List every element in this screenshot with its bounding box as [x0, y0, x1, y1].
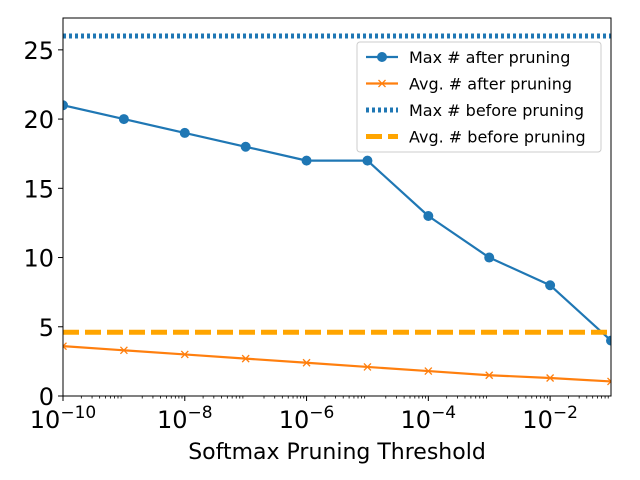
series-1-point-6	[424, 367, 433, 376]
series-1-point-1	[119, 346, 128, 355]
y-tick-label-3: 15	[23, 175, 54, 203]
x-tick-label-4: 10−2	[522, 403, 578, 434]
series-1-point-4	[302, 358, 311, 367]
series-0-point-3	[240, 141, 251, 152]
series-0-point-9	[606, 335, 611, 346]
series-1-point-4-stroke-b	[302, 358, 311, 367]
series-1-point-9-stroke-a	[607, 377, 611, 383]
series-1-line	[63, 345, 611, 383]
series-1-point-7	[485, 371, 494, 380]
series-0-point-2	[179, 127, 190, 138]
series-1	[63, 342, 611, 386]
legend-label-0: Max # after pruning	[409, 48, 570, 67]
x-axis-label: Softmax Pruning Threshold	[188, 440, 486, 465]
series-0-line	[63, 104, 611, 342]
series-1-point-2	[180, 350, 189, 359]
x-tick-label-2: 10−6	[279, 403, 335, 434]
legend-box	[356, 41, 602, 153]
series-1-point-2-stroke-b	[180, 350, 189, 359]
series-1-point-8-stroke-b	[546, 374, 555, 382]
legend-item-3: Avg. # before pruning	[366, 128, 586, 147]
series-1-point-7-stroke-b	[485, 371, 494, 380]
series-0	[63, 100, 611, 346]
legend-label-1: Avg. # after pruning	[409, 75, 572, 94]
series-1-point-9	[607, 377, 611, 386]
series-1-point-0-stroke-a	[63, 345, 67, 351]
legend-label-3: Avg. # before pruning	[409, 128, 586, 147]
series-1-point-6-stroke-b	[424, 367, 433, 376]
legend-label-2: Max # before pruning	[409, 101, 584, 120]
x-tick-label-1: 10−8	[157, 403, 213, 434]
series-0-point-7	[484, 252, 495, 263]
series-0-point-1	[118, 114, 129, 125]
series-1-point-5-stroke-b	[363, 362, 372, 371]
y-tick-label-2: 10	[23, 245, 54, 273]
legend-marker-1-stroke-b	[378, 79, 386, 88]
series-1-point-5	[363, 362, 372, 371]
legend-item-0: Max # after pruning	[366, 48, 570, 67]
series-1-point-8	[546, 374, 555, 382]
series-1-point-1-stroke-b	[119, 346, 128, 355]
y-tick-label-4: 20	[23, 106, 54, 134]
series-0-point-0	[63, 100, 68, 111]
x-tick-label-0: 10−10	[30, 403, 96, 434]
series-0-point-4	[301, 155, 312, 166]
series-0-point-8	[545, 280, 556, 291]
series-0-point-6	[423, 211, 434, 221]
y-tick-label-1: 5	[39, 314, 54, 342]
series-1-point-3-stroke-b	[241, 354, 250, 363]
legend-item-2: Max # before pruning	[366, 101, 584, 120]
series-1-point-3	[241, 354, 250, 363]
x-tick-label-3: 10−4	[401, 403, 457, 434]
series-1-point-0	[63, 342, 67, 351]
legend-marker-1	[378, 79, 386, 88]
legend-item-1: Avg. # after pruning	[366, 75, 572, 94]
series-0-point-5	[362, 155, 373, 166]
series-1-point-0-stroke-b	[63, 342, 67, 348]
y-tick-label-5: 25	[23, 37, 54, 65]
legend-marker-0	[377, 52, 387, 62]
plot-frame	[62, 17, 612, 397]
series-1-point-9-stroke-b	[607, 380, 611, 386]
y-tick-label-0: 0	[39, 383, 54, 411]
